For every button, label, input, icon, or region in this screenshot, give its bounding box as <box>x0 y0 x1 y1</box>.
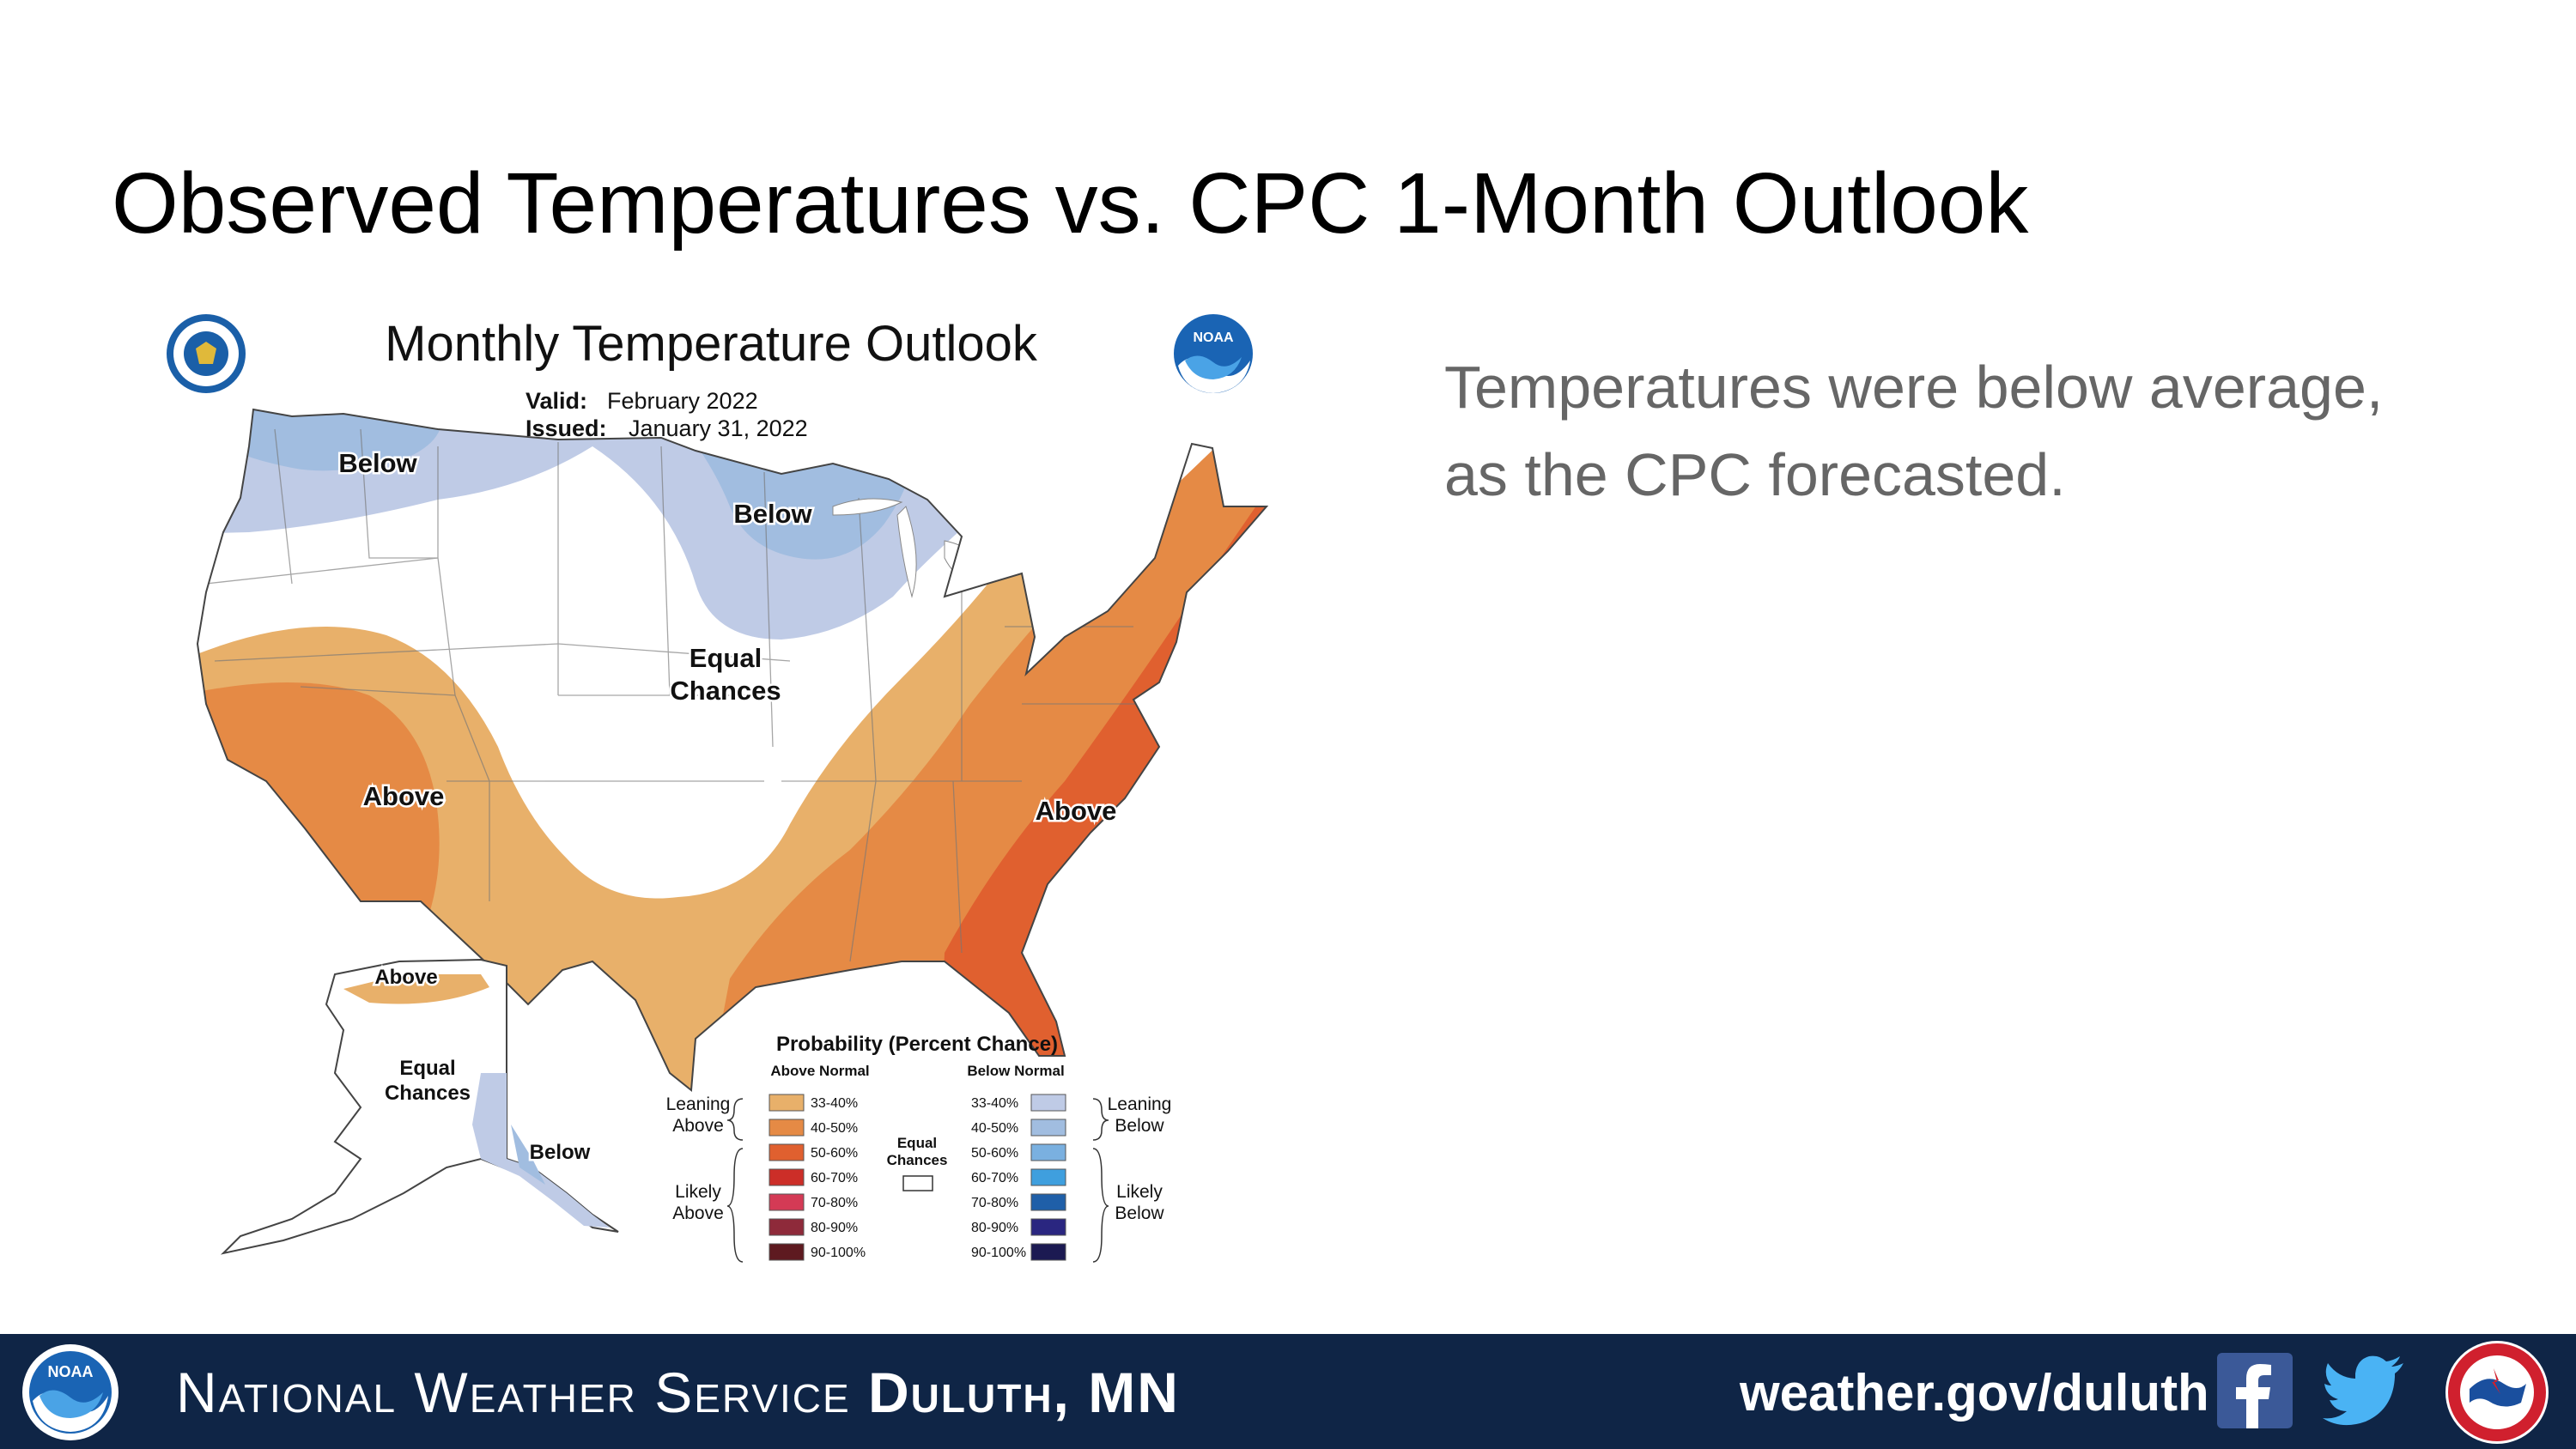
facebook-icon[interactable] <box>2217 1353 2293 1428</box>
legend-label-below-6: 90-100% <box>971 1246 1026 1260</box>
nws-logo-icon <box>2445 1341 2549 1444</box>
commerce-seal-icon <box>167 314 246 393</box>
label-ak-equal-2: Chances <box>385 1082 471 1105</box>
legend-likely-above-2: Above <box>672 1203 724 1223</box>
legend-leaning-below-2: Below <box>1115 1116 1164 1136</box>
legend-swatch-above-6 <box>769 1243 805 1261</box>
legend-leaning-below-1: Leaning <box>1108 1094 1172 1114</box>
footer-url-link[interactable]: weather.gov/duluth <box>1740 1364 2209 1422</box>
label-nw-below: Below <box>338 448 417 478</box>
legend-swatch-below-5 <box>1030 1218 1066 1236</box>
alaska-map <box>220 958 619 1255</box>
svg-text:NOAA: NOAA <box>1193 330 1234 345</box>
label-ak-above: Above <box>374 966 437 989</box>
legend-label-below-4: 70-80% <box>971 1196 1018 1210</box>
zone-ak-below-core <box>511 1125 545 1185</box>
legend-equal-2: Chances <box>887 1152 948 1168</box>
legend-label-below-0: 33-40% <box>971 1096 1018 1111</box>
legend-swatch-below-2 <box>1030 1143 1066 1161</box>
twitter-icon[interactable] <box>2323 1355 2405 1427</box>
issued-value: January 31, 2022 <box>629 415 808 441</box>
legend-label-below-5: 80-90% <box>971 1221 1018 1235</box>
legend-braces <box>726 1098 1109 1263</box>
legend-swatch-above-1 <box>769 1119 805 1137</box>
legend-swatch-above-4 <box>769 1193 805 1211</box>
label-se-above: Above <box>1036 796 1117 826</box>
label-nc-below: Below <box>733 499 812 529</box>
label-ak-below: Below <box>530 1141 591 1164</box>
label-equal-1: Equal <box>690 643 762 673</box>
valid-value: February 2022 <box>607 388 758 414</box>
legend-swatch-below-6 <box>1030 1243 1066 1261</box>
footer-office: Duluth, MN <box>868 1361 1180 1424</box>
legend-likely-below-2: Below <box>1115 1203 1164 1223</box>
legend-swatch-above-0 <box>769 1094 805 1112</box>
legend-label-above-2: 50-60% <box>811 1146 858 1161</box>
svg-text:NOAA: NOAA <box>48 1363 94 1380</box>
legend-below-header: Below Normal <box>967 1063 1064 1079</box>
label-sw-above: Above <box>363 781 445 811</box>
legend-leaning-above-1: Leaning <box>666 1094 731 1114</box>
legend-swatch-below-0 <box>1030 1094 1066 1112</box>
legend-swatch-below-3 <box>1030 1168 1066 1186</box>
zone-ak-above <box>343 974 489 1004</box>
outlook-map: NOAA Monthly Temperature Outlook Valid: … <box>167 314 1269 1263</box>
body-line-1: Temperatures were below average, <box>1444 354 2384 421</box>
legend-leaning-above-2: Above <box>672 1116 724 1136</box>
conus-map <box>196 408 1269 1092</box>
legend-swatch-below-4 <box>1030 1193 1066 1211</box>
legend-label-above-0: 33-40% <box>811 1096 858 1111</box>
label-equal-2: Chances <box>670 676 781 706</box>
valid-label: Valid: <box>526 388 587 414</box>
outlook-map-panel: NOAA Monthly Temperature Outlook Valid: … <box>77 300 1297 1270</box>
footer-banner: NOAA National Weather Service Duluth, MN… <box>0 1334 2576 1449</box>
legend-label-below-3: 60-70% <box>971 1171 1018 1185</box>
legend-label-above-5: 80-90% <box>811 1221 858 1235</box>
legend-label-above-1: 40-50% <box>811 1121 858 1136</box>
legend-swatch-below-1 <box>1030 1119 1066 1137</box>
slide-body-text: Temperatures were below average, as the … <box>1444 343 2518 518</box>
label-ak-equal-1: Equal <box>399 1057 455 1080</box>
footer-office-name: National Weather Service Duluth, MN <box>176 1360 1180 1425</box>
footer-org: National Weather Service <box>176 1361 851 1424</box>
legend-likely-above-1: Likely <box>675 1182 721 1202</box>
issued-label: Issued: <box>526 415 607 441</box>
legend-label-above-6: 90-100% <box>811 1246 866 1260</box>
body-line-2: as the CPC forecasted. <box>1444 441 2066 508</box>
legend-swatch-above-5 <box>769 1218 805 1236</box>
legend-likely-below-1: Likely <box>1116 1182 1163 1202</box>
legend-equal-1: Equal <box>897 1135 937 1151</box>
noaa-logo-icon: NOAA <box>1174 314 1253 393</box>
slide-title: Observed Temperatures vs. CPC 1-Month Ou… <box>112 155 2029 252</box>
legend-label-above-3: 60-70% <box>811 1171 858 1185</box>
zone-sw-above-inner <box>197 682 440 970</box>
legend-above-header: Above Normal <box>770 1063 869 1079</box>
legend-equal-swatch <box>902 1175 933 1191</box>
zone-ak-below <box>472 1073 610 1228</box>
legend-swatch-above-2 <box>769 1143 805 1161</box>
legend-label-below-2: 50-60% <box>971 1146 1018 1161</box>
legend-label-above-4: 70-80% <box>811 1196 858 1210</box>
legend-title: Probability (Percent Chance) <box>776 1033 1058 1056</box>
probability-legend: Probability (Percent Chance) Above Norma… <box>666 1033 1172 1263</box>
map-title: Monthly Temperature Outlook <box>385 316 1038 372</box>
legend-swatch-above-3 <box>769 1168 805 1186</box>
legend-label-below-1: 40-50% <box>971 1121 1018 1136</box>
noaa-logo-icon: NOAA <box>22 1344 118 1440</box>
